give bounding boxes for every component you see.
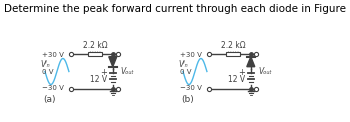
Polygon shape [109,57,117,67]
Text: Vₒᵤₜ: Vₒᵤₜ [258,67,272,76]
Text: Vᴵₙ: Vᴵₙ [178,60,188,69]
Text: −30 V: −30 V [42,85,64,91]
Text: (b): (b) [181,95,194,104]
Text: 2.2 kΩ: 2.2 kΩ [221,41,246,50]
Text: 12 V: 12 V [90,75,107,84]
Text: Vₒᵤₜ: Vₒᵤₜ [120,67,134,76]
Text: +: + [238,68,245,77]
Text: +30 V: +30 V [42,52,64,58]
Polygon shape [247,57,255,67]
Text: (a): (a) [43,95,56,104]
Text: 0 V: 0 V [180,68,191,75]
Bar [88,52,103,56]
Bar [226,52,240,56]
Text: 12 V: 12 V [228,75,245,84]
Text: −30 V: −30 V [180,85,202,91]
Text: 2.2 kΩ: 2.2 kΩ [83,41,107,50]
Text: Vᴵₙ: Vᴵₙ [40,60,50,69]
Text: +: + [100,68,107,77]
Text: Determine the peak forward current through each diode in Figure: Determine the peak forward current throu… [4,4,346,14]
Text: +30 V: +30 V [180,52,202,58]
Text: 0 V: 0 V [42,68,53,75]
